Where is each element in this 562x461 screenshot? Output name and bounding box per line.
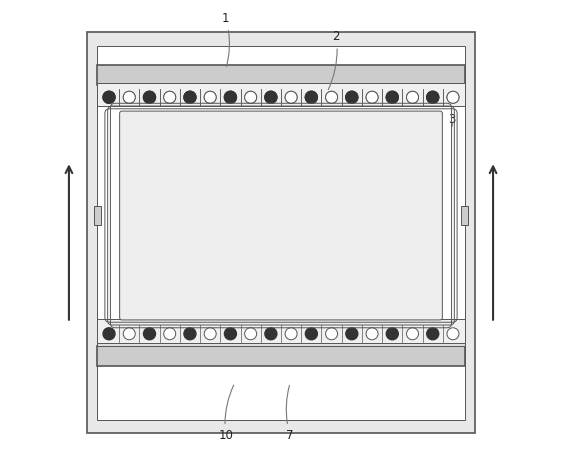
Circle shape <box>386 91 398 103</box>
Circle shape <box>386 328 398 340</box>
Circle shape <box>346 328 358 340</box>
Bar <box>97 83 465 106</box>
Circle shape <box>366 91 378 103</box>
Text: 10: 10 <box>218 385 234 442</box>
Circle shape <box>406 328 419 340</box>
Circle shape <box>103 91 115 103</box>
Circle shape <box>265 91 277 103</box>
Circle shape <box>244 91 257 103</box>
Text: 3: 3 <box>448 113 455 126</box>
Circle shape <box>406 91 419 103</box>
Circle shape <box>123 328 135 340</box>
Circle shape <box>325 328 338 340</box>
Circle shape <box>143 328 156 340</box>
Circle shape <box>143 91 156 103</box>
Bar <box>461 207 468 225</box>
Circle shape <box>325 91 338 103</box>
Circle shape <box>427 91 439 103</box>
Circle shape <box>204 91 216 103</box>
FancyBboxPatch shape <box>120 111 442 320</box>
Bar <box>97 346 465 366</box>
Bar <box>94 207 101 225</box>
Bar <box>97 65 465 85</box>
Circle shape <box>184 91 196 103</box>
Circle shape <box>224 328 237 340</box>
Circle shape <box>386 91 398 103</box>
Circle shape <box>285 328 297 340</box>
Circle shape <box>305 91 318 103</box>
Circle shape <box>224 91 237 103</box>
Circle shape <box>427 328 439 340</box>
Text: 7: 7 <box>286 385 294 442</box>
Circle shape <box>366 91 378 103</box>
Circle shape <box>447 328 459 340</box>
Circle shape <box>366 328 378 340</box>
Circle shape <box>244 91 257 103</box>
Circle shape <box>346 91 358 103</box>
Circle shape <box>103 91 115 103</box>
Circle shape <box>244 328 257 340</box>
Circle shape <box>285 91 297 103</box>
Circle shape <box>143 91 156 103</box>
Circle shape <box>184 91 196 103</box>
Circle shape <box>164 91 176 103</box>
Circle shape <box>204 328 216 340</box>
Text: 1: 1 <box>222 12 229 66</box>
Bar <box>97 319 465 343</box>
Circle shape <box>346 91 358 103</box>
Circle shape <box>103 328 115 340</box>
Circle shape <box>305 91 318 103</box>
Circle shape <box>265 91 277 103</box>
Circle shape <box>204 91 216 103</box>
Circle shape <box>265 328 277 340</box>
Text: 4: 4 <box>157 147 178 182</box>
Circle shape <box>285 91 297 103</box>
Circle shape <box>123 91 135 103</box>
Bar <box>97 85 465 89</box>
Circle shape <box>447 91 459 103</box>
Circle shape <box>164 91 176 103</box>
Text: 8: 8 <box>434 261 441 283</box>
Text: 9: 9 <box>231 212 244 228</box>
Text: 2: 2 <box>328 30 340 90</box>
Bar <box>97 342 465 346</box>
Circle shape <box>224 91 237 103</box>
Circle shape <box>427 91 439 103</box>
Circle shape <box>305 328 318 340</box>
Bar <box>97 46 465 420</box>
Circle shape <box>406 91 419 103</box>
Text: 14: 14 <box>306 214 321 228</box>
Circle shape <box>184 328 196 340</box>
Circle shape <box>164 328 176 340</box>
Circle shape <box>123 91 135 103</box>
Circle shape <box>447 91 459 103</box>
Circle shape <box>325 91 338 103</box>
Bar <box>87 32 475 433</box>
